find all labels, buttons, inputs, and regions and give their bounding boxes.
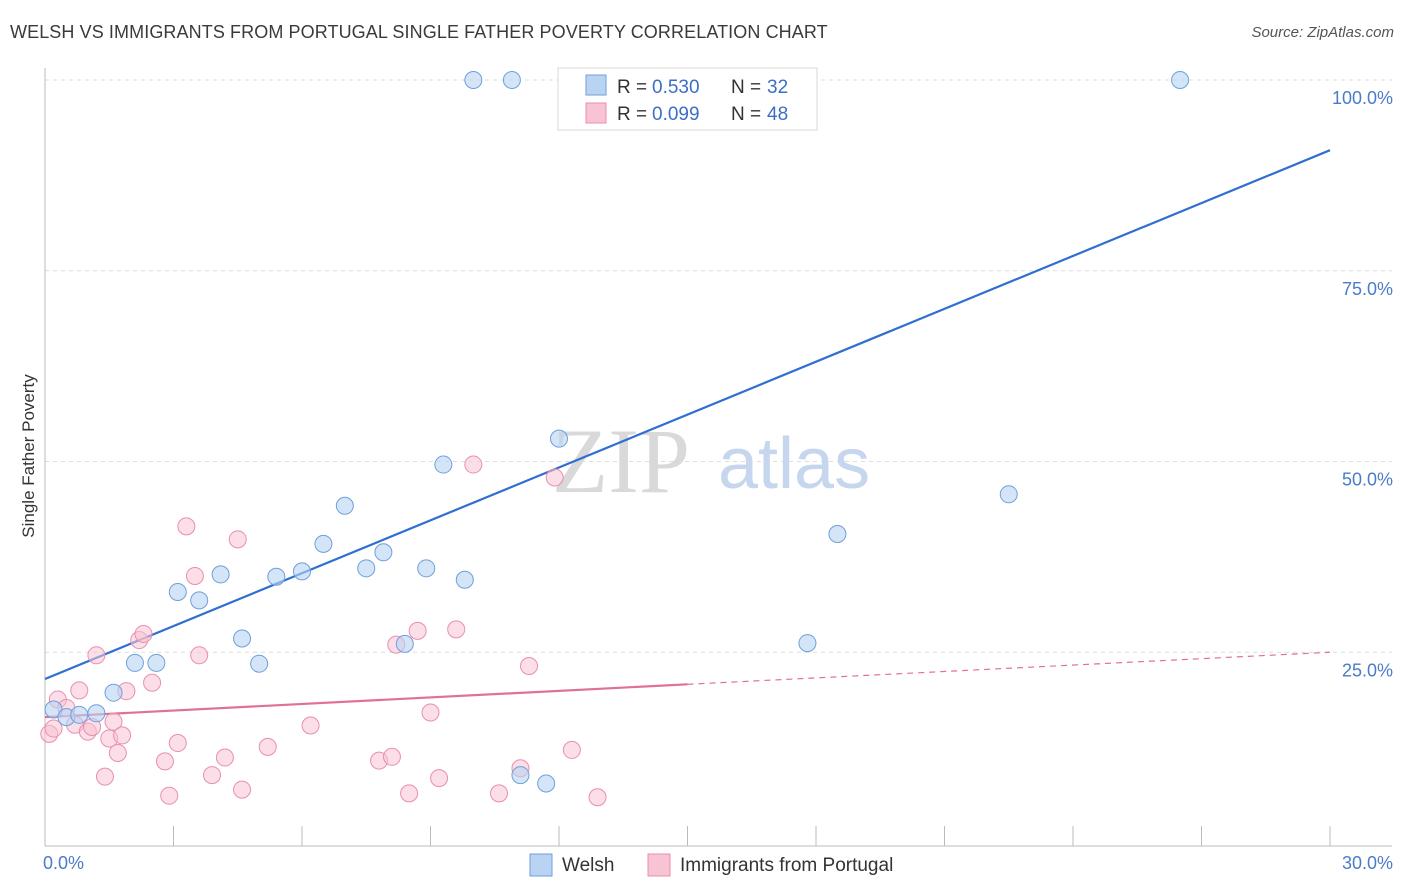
point-portugal bbox=[382, 747, 401, 766]
point-welsh bbox=[395, 634, 414, 653]
point-portugal bbox=[155, 752, 174, 771]
y-tick-label: 50.0% bbox=[1342, 470, 1393, 490]
point-portugal bbox=[134, 624, 153, 643]
legend-welsh-r-label: R = bbox=[617, 77, 647, 98]
trendlines bbox=[44, 149, 1331, 719]
point-portugal bbox=[185, 566, 204, 585]
legend-portugal-r: 0.099 bbox=[652, 104, 700, 125]
y-tick-labels: 25.0% 50.0% 75.0% 100.0% bbox=[1332, 88, 1393, 680]
y-tick-label: 100.0% bbox=[1332, 88, 1393, 108]
bottom-legend-portugal-label: Immigrants from Portugal bbox=[680, 855, 893, 876]
point-welsh bbox=[335, 496, 354, 515]
point-portugal bbox=[108, 743, 127, 762]
source-credit: Source: ZipAtlas.com bbox=[1251, 24, 1394, 41]
x-tick-label-max: 30.0% bbox=[1342, 853, 1393, 873]
point-portugal bbox=[104, 712, 123, 731]
point-welsh bbox=[798, 634, 817, 653]
trendline-portugal-extension bbox=[687, 651, 1331, 685]
point-portugal bbox=[520, 656, 539, 675]
point-portugal bbox=[177, 517, 196, 536]
point-portugal bbox=[160, 786, 179, 805]
point-welsh bbox=[314, 534, 333, 553]
point-portugal bbox=[258, 737, 277, 756]
point-welsh bbox=[168, 582, 187, 601]
point-welsh bbox=[147, 653, 166, 672]
point-welsh bbox=[125, 653, 144, 672]
point-portugal bbox=[562, 740, 581, 759]
point-portugal bbox=[490, 784, 509, 803]
point-portugal bbox=[70, 681, 89, 700]
point-welsh bbox=[550, 429, 568, 448]
legend-welsh-n-label: N = bbox=[731, 77, 761, 98]
point-portugal bbox=[545, 468, 564, 487]
point-welsh bbox=[417, 559, 436, 578]
watermark: ZIP atlas bbox=[552, 410, 870, 512]
point-portugal bbox=[87, 646, 106, 665]
legend-portugal-n-label: N = bbox=[731, 104, 761, 125]
point-welsh bbox=[1171, 71, 1190, 89]
point-welsh bbox=[70, 705, 89, 724]
trendline-portugal bbox=[44, 683, 688, 719]
point-welsh bbox=[190, 591, 209, 610]
point-portugal bbox=[168, 734, 187, 753]
point-welsh bbox=[434, 455, 453, 474]
point-welsh bbox=[211, 565, 230, 584]
point-welsh bbox=[455, 570, 474, 589]
point-welsh bbox=[104, 683, 123, 702]
point-welsh bbox=[293, 562, 311, 581]
legend-welsh-r: 0.530 bbox=[652, 77, 700, 98]
trendline-welsh bbox=[44, 149, 1331, 680]
point-portugal bbox=[95, 767, 114, 786]
point-portugal bbox=[143, 673, 162, 692]
point-portugal bbox=[203, 766, 222, 785]
point-portugal bbox=[301, 716, 320, 735]
x-tick-labels: 0.0% 30.0% bbox=[43, 853, 1393, 873]
gridlines bbox=[45, 79, 1392, 653]
legend-welsh-swatch bbox=[585, 74, 607, 96]
point-portugal bbox=[190, 646, 209, 665]
point-welsh bbox=[87, 704, 106, 723]
bottom-legend: Welsh Immigrants from Portugal bbox=[529, 853, 893, 877]
point-welsh bbox=[511, 766, 530, 785]
point-welsh bbox=[250, 654, 269, 673]
legend-portugal-r-label: R = bbox=[617, 104, 647, 125]
axes bbox=[44, 68, 1392, 847]
y-axis-label: Single Father Poverty bbox=[19, 374, 38, 538]
point-welsh bbox=[828, 524, 847, 543]
bottom-legend-welsh-label: Welsh bbox=[562, 855, 614, 876]
point-welsh bbox=[267, 567, 286, 586]
watermark-atlas: atlas bbox=[718, 424, 870, 504]
point-welsh bbox=[233, 629, 252, 648]
bottom-legend-portugal-swatch bbox=[647, 853, 671, 877]
point-portugal bbox=[408, 621, 427, 640]
point-welsh bbox=[374, 543, 393, 562]
point-welsh bbox=[502, 71, 521, 89]
y-tick-label: 75.0% bbox=[1342, 279, 1393, 299]
point-portugal bbox=[588, 788, 607, 807]
point-portugal bbox=[233, 780, 252, 799]
x-tick-label-min: 0.0% bbox=[43, 853, 84, 873]
bottom-legend-welsh-swatch bbox=[529, 853, 553, 877]
chart-title: WELSH VS IMMIGRANTS FROM PORTUGAL SINGLE… bbox=[10, 22, 828, 42]
point-welsh bbox=[999, 485, 1018, 504]
point-portugal bbox=[421, 703, 440, 722]
point-portugal bbox=[113, 726, 132, 745]
point-welsh bbox=[537, 774, 556, 793]
point-portugal bbox=[464, 455, 483, 474]
point-portugal bbox=[215, 748, 234, 767]
point-portugal bbox=[447, 620, 466, 639]
point-portugal bbox=[400, 784, 419, 803]
point-welsh bbox=[357, 559, 376, 578]
legend-portugal-n: 48 bbox=[767, 104, 788, 125]
legend-welsh-n: 32 bbox=[767, 77, 788, 98]
point-portugal bbox=[228, 530, 247, 549]
point-portugal bbox=[430, 769, 449, 788]
point-portugal bbox=[44, 719, 63, 738]
top-legend: R = 0.530 N = 32 R = 0.099 N = 48 bbox=[557, 67, 818, 131]
point-welsh bbox=[464, 71, 483, 89]
legend-portugal-swatch bbox=[585, 102, 607, 124]
y-tick-label: 25.0% bbox=[1342, 660, 1393, 680]
